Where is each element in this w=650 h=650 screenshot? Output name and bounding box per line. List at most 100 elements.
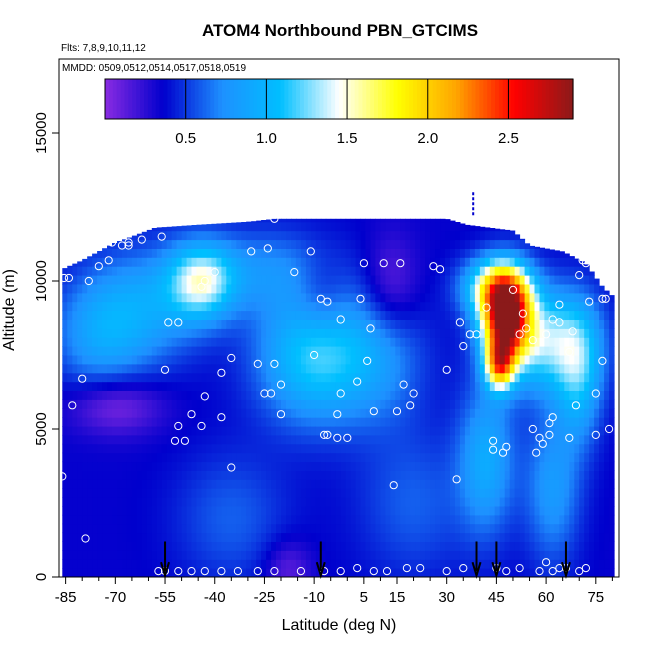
heatmap-cell — [549, 479, 555, 489]
heatmap-cell — [335, 470, 342, 480]
heatmap-cell — [464, 399, 471, 409]
heatmap-cell — [534, 550, 540, 560]
heatmap-cell — [365, 284, 371, 294]
heatmap-cell — [385, 408, 391, 418]
heatmap-cell — [266, 266, 272, 276]
heatmap-cell — [102, 372, 108, 383]
heatmap-cell — [474, 266, 481, 276]
heatmap-cell — [171, 479, 178, 489]
heatmap-cell — [300, 363, 307, 374]
heatmap-cell — [156, 532, 163, 542]
heatmap-cell — [122, 568, 128, 577]
heatmap-cell — [350, 266, 357, 276]
heatmap-cell — [559, 301, 565, 312]
heatmap-cell — [330, 506, 337, 516]
heatmap-cell — [445, 506, 451, 516]
heatmap-cell — [514, 355, 521, 365]
heatmap-cell — [191, 452, 197, 463]
heatmap-cell — [529, 399, 535, 409]
heatmap-cell — [62, 434, 68, 445]
heatmap-cell — [420, 523, 426, 534]
heatmap-cell — [291, 310, 297, 320]
heatmap-cell — [459, 266, 466, 276]
heatmap-cell — [529, 257, 535, 267]
heatmap-cell — [539, 372, 545, 383]
heatmap-cell — [509, 399, 516, 409]
heatmap-cell — [390, 266, 396, 276]
heatmap-cell — [569, 488, 575, 498]
heatmap-cell — [539, 559, 545, 569]
heatmap-cell — [171, 532, 178, 542]
heatmap-cell — [186, 275, 193, 285]
heatmap-cell — [62, 284, 68, 294]
heatmap-cell — [236, 248, 242, 258]
heatmap-cell — [151, 550, 158, 560]
colorbar-swatch — [362, 79, 367, 119]
heatmap-cell — [375, 266, 381, 276]
heatmap-cell — [609, 372, 615, 383]
heatmap-cell — [261, 381, 267, 391]
heatmap-cell — [146, 372, 153, 383]
sample-point — [253, 567, 262, 576]
heatmap-cell — [440, 443, 446, 454]
heatmap-cell — [156, 275, 163, 285]
heatmap-cell — [494, 523, 501, 534]
colorbar-swatch — [428, 79, 434, 119]
heatmap-cell — [450, 319, 456, 329]
heatmap-cell — [375, 346, 381, 356]
heatmap-cell — [241, 257, 247, 267]
heatmap-cell — [300, 506, 307, 516]
heatmap-cell — [166, 346, 173, 356]
heatmap-cell — [291, 426, 297, 436]
heatmap-cell — [117, 532, 123, 542]
heatmap-cell — [584, 426, 590, 436]
heatmap-cell — [67, 452, 73, 463]
heatmap-cell — [509, 239, 516, 249]
heatmap-cell — [509, 443, 516, 454]
heatmap-cell — [141, 497, 148, 507]
heatmap-cell — [420, 337, 426, 347]
heatmap-cell — [171, 399, 178, 409]
heatmap-cell — [370, 443, 376, 454]
heatmap-cell — [62, 426, 68, 436]
heatmap-cell — [176, 372, 183, 383]
heatmap-cell — [82, 470, 88, 480]
heatmap-cell — [300, 523, 307, 534]
heatmap-cell — [564, 372, 570, 383]
heatmap-cell — [112, 266, 118, 276]
heatmap-cell — [305, 541, 312, 551]
heatmap-cell — [360, 470, 366, 480]
heatmap-cell — [559, 443, 565, 454]
heatmap-cell — [360, 426, 366, 436]
sample-point — [565, 433, 574, 442]
heatmap-cell — [569, 568, 575, 577]
heatmap-cell — [166, 470, 173, 480]
heatmap-cell — [479, 390, 486, 400]
heatmap-cell — [276, 301, 282, 312]
heatmap-cell — [340, 523, 347, 534]
heatmap-cell — [320, 470, 327, 480]
heatmap-cell — [345, 319, 352, 329]
heatmap-cell — [295, 328, 302, 338]
heatmap-cell — [97, 319, 103, 329]
heatmap-cell — [524, 328, 531, 338]
heatmap-cell — [126, 541, 133, 551]
heatmap-cell — [305, 310, 312, 320]
heatmap-cell — [415, 381, 421, 391]
heatmap-cell — [385, 275, 391, 285]
heatmap-cell — [231, 381, 237, 391]
heatmap-cell — [206, 408, 212, 418]
heatmap-cell — [370, 434, 376, 445]
heatmap-cell — [544, 452, 550, 463]
heatmap-cell — [380, 532, 386, 542]
heatmap-cell — [97, 399, 103, 409]
heatmap-cell — [489, 532, 496, 542]
heatmap-cell — [102, 497, 108, 507]
heatmap-cell — [136, 372, 143, 383]
heatmap-cell — [176, 275, 183, 285]
heatmap-cell — [464, 239, 471, 249]
heatmap-cell — [271, 230, 277, 241]
heatmap-cell — [499, 381, 506, 391]
heatmap-cell — [320, 221, 327, 232]
heatmap-cell — [579, 381, 585, 391]
